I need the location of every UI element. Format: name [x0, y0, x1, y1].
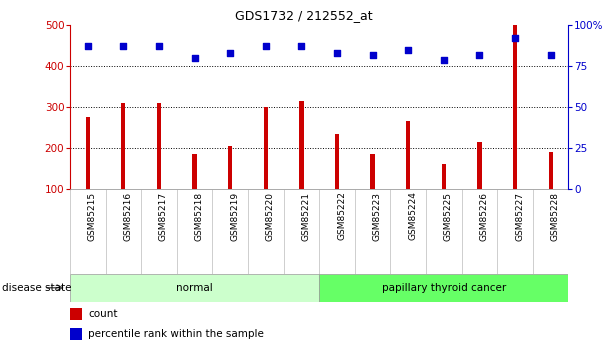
Bar — [121, 103, 125, 189]
Point — [475, 52, 485, 57]
Text: GDS1732 / 212552_at: GDS1732 / 212552_at — [235, 9, 373, 22]
Point — [439, 57, 449, 62]
Text: GSM85226: GSM85226 — [480, 191, 488, 240]
Bar — [477, 142, 482, 189]
Bar — [157, 103, 161, 189]
Bar — [335, 134, 339, 189]
Point — [226, 50, 235, 56]
Bar — [70, 328, 82, 340]
Text: disease state: disease state — [2, 283, 71, 293]
Point — [83, 44, 92, 49]
Text: papillary thyroid cancer: papillary thyroid cancer — [382, 283, 506, 293]
Point — [510, 36, 520, 41]
Bar — [86, 117, 90, 189]
Text: GSM85221: GSM85221 — [302, 191, 311, 240]
Bar — [192, 154, 197, 189]
Text: percentile rank within the sample: percentile rank within the sample — [88, 329, 264, 339]
Bar — [228, 146, 232, 189]
Bar — [370, 154, 375, 189]
Text: GSM85228: GSM85228 — [551, 191, 560, 240]
Text: GSM85217: GSM85217 — [159, 191, 168, 241]
Bar — [70, 274, 319, 302]
Text: count: count — [88, 309, 118, 319]
Point — [154, 44, 164, 49]
Bar — [548, 152, 553, 189]
Text: GSM85223: GSM85223 — [373, 191, 382, 240]
Point — [403, 47, 413, 52]
Point — [190, 55, 199, 61]
Bar — [299, 101, 303, 189]
Text: GSM85227: GSM85227 — [515, 191, 524, 240]
Text: GSM85220: GSM85220 — [266, 191, 275, 240]
Text: GSM85225: GSM85225 — [444, 191, 453, 240]
Point — [368, 52, 378, 57]
Bar — [319, 274, 568, 302]
Point — [261, 44, 271, 49]
Text: GSM85224: GSM85224 — [408, 191, 417, 240]
Text: GSM85215: GSM85215 — [88, 191, 97, 241]
Point — [119, 44, 128, 49]
Text: GSM85219: GSM85219 — [230, 191, 239, 241]
Text: normal: normal — [176, 283, 213, 293]
Bar — [70, 308, 82, 320]
Bar — [406, 121, 410, 189]
Point — [297, 44, 306, 49]
Bar — [513, 25, 517, 189]
Bar — [264, 107, 268, 189]
Bar — [441, 165, 446, 189]
Text: GSM85222: GSM85222 — [337, 191, 346, 240]
Text: GSM85218: GSM85218 — [195, 191, 204, 241]
Point — [546, 52, 556, 57]
Text: GSM85216: GSM85216 — [123, 191, 133, 241]
Point — [332, 50, 342, 56]
